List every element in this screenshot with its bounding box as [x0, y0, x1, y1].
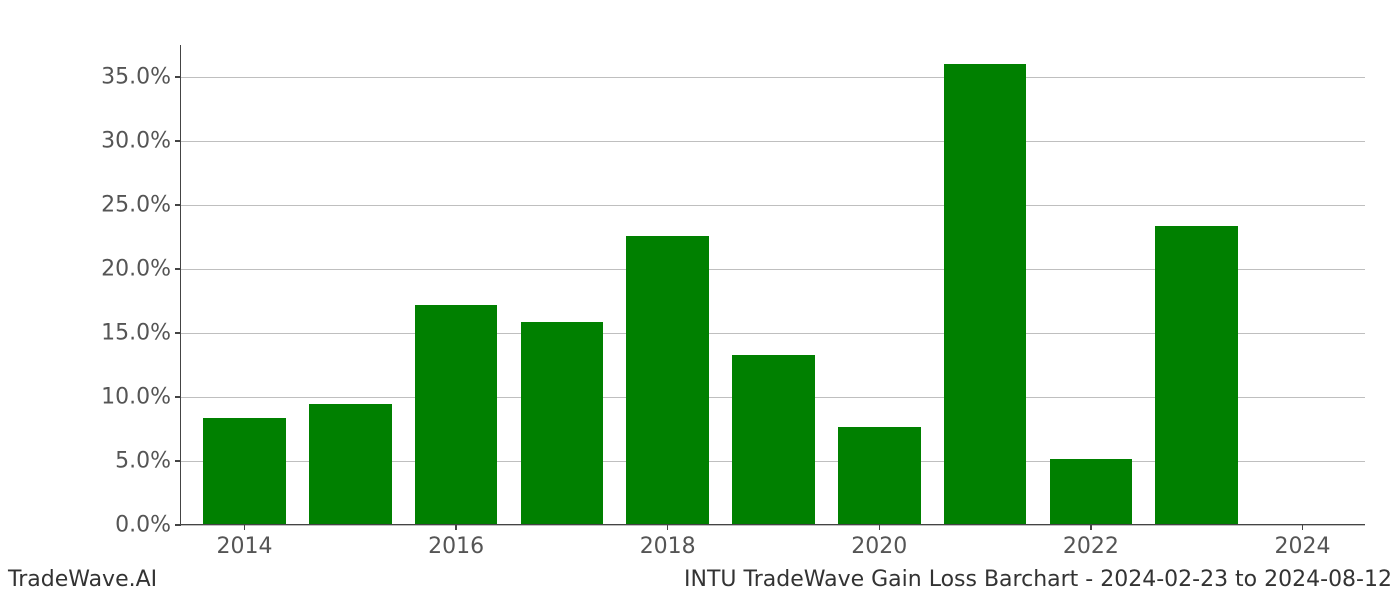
plot-area: 0.0%5.0%10.0%15.0%20.0%25.0%30.0%35.0%20…	[180, 45, 1365, 525]
ytick-label: 35.0%	[101, 65, 171, 90]
footer-caption: INTU TradeWave Gain Loss Barchart - 2024…	[684, 567, 1392, 592]
xtick-mark	[1090, 524, 1092, 530]
bar-2021	[944, 64, 1027, 524]
ytick-mark	[175, 460, 181, 462]
bar-2014	[203, 418, 286, 524]
ytick-mark	[175, 76, 181, 78]
gain-loss-barchart: 0.0%5.0%10.0%15.0%20.0%25.0%30.0%35.0%20…	[180, 45, 1365, 525]
ytick-mark	[175, 204, 181, 206]
bar-2015	[309, 404, 392, 524]
xtick-label: 2014	[216, 534, 272, 559]
ytick-label: 30.0%	[101, 129, 171, 154]
ytick-mark	[175, 396, 181, 398]
bar-2019	[732, 355, 815, 524]
ytick-label: 5.0%	[115, 449, 171, 474]
xtick-label: 2018	[640, 534, 696, 559]
bar-2020	[838, 427, 921, 524]
xtick-label: 2024	[1275, 534, 1331, 559]
gridline	[181, 141, 1365, 142]
ytick-mark	[175, 268, 181, 270]
bar-2022	[1050, 459, 1133, 524]
footer-brand: TradeWave.AI	[8, 567, 157, 592]
xtick-mark	[667, 524, 669, 530]
xtick-label: 2022	[1063, 534, 1119, 559]
xtick-mark	[455, 524, 457, 530]
ytick-label: 20.0%	[101, 257, 171, 282]
bar-2023	[1155, 226, 1238, 524]
gridline	[181, 525, 1365, 526]
ytick-label: 10.0%	[101, 385, 171, 410]
bar-2018	[626, 236, 709, 524]
ytick-mark	[175, 332, 181, 334]
xtick-label: 2020	[851, 534, 907, 559]
gridline	[181, 77, 1365, 78]
xtick-mark	[244, 524, 246, 530]
ytick-mark	[175, 140, 181, 142]
bar-2017	[521, 322, 604, 524]
xtick-mark	[1302, 524, 1304, 530]
ytick-label: 0.0%	[115, 513, 171, 538]
gridline	[181, 205, 1365, 206]
xtick-mark	[879, 524, 881, 530]
bar-2016	[415, 305, 498, 524]
ytick-label: 15.0%	[101, 321, 171, 346]
xtick-label: 2016	[428, 534, 484, 559]
ytick-mark	[175, 524, 181, 526]
ytick-label: 25.0%	[101, 193, 171, 218]
